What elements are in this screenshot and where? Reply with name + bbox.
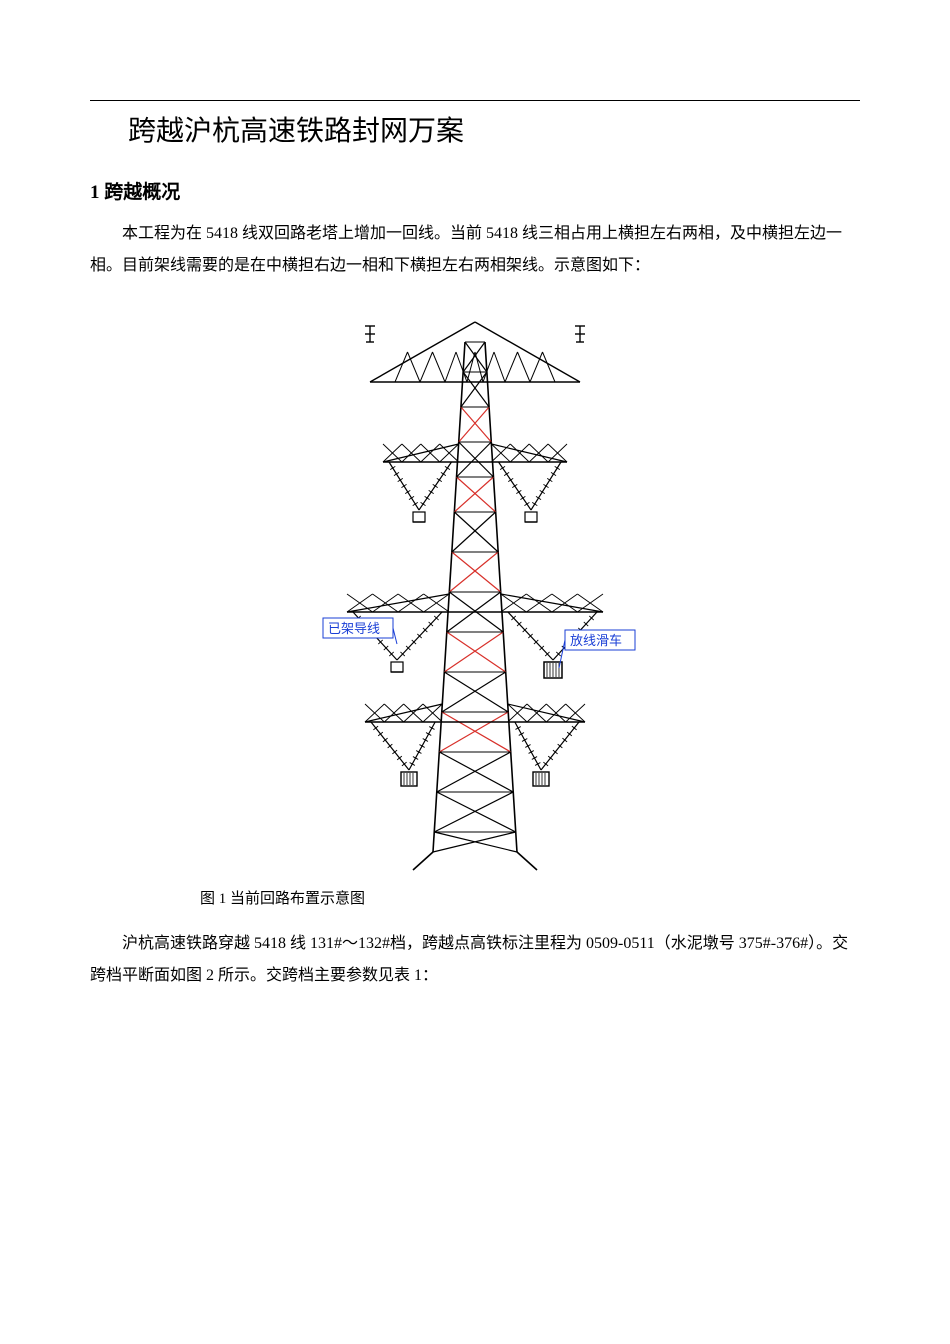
svg-text:放线滑车: 放线滑车 xyxy=(570,633,622,648)
document-title: 跨越沪杭高速铁路封网万案 xyxy=(128,109,860,149)
tower-diagram: 已架导线放线滑车 xyxy=(90,312,860,877)
header-rule xyxy=(90,100,860,101)
section-1-heading: 1 跨越概况 xyxy=(90,177,860,204)
paragraph-1: 本工程为在 5418 线双回路老塔上增加一回线。当前 5418 线三相占用上横担… xyxy=(90,218,860,282)
paragraph-2: 沪杭高速铁路穿越 5418 线 131#～132#档，跨越点高铁标注里程为 05… xyxy=(90,928,860,992)
svg-text:已架导线: 已架导线 xyxy=(328,621,380,636)
figure-1-caption: 图 1 当前回路布置示意图 xyxy=(200,887,860,908)
tower-svg: 已架导线放线滑车 xyxy=(265,312,685,872)
